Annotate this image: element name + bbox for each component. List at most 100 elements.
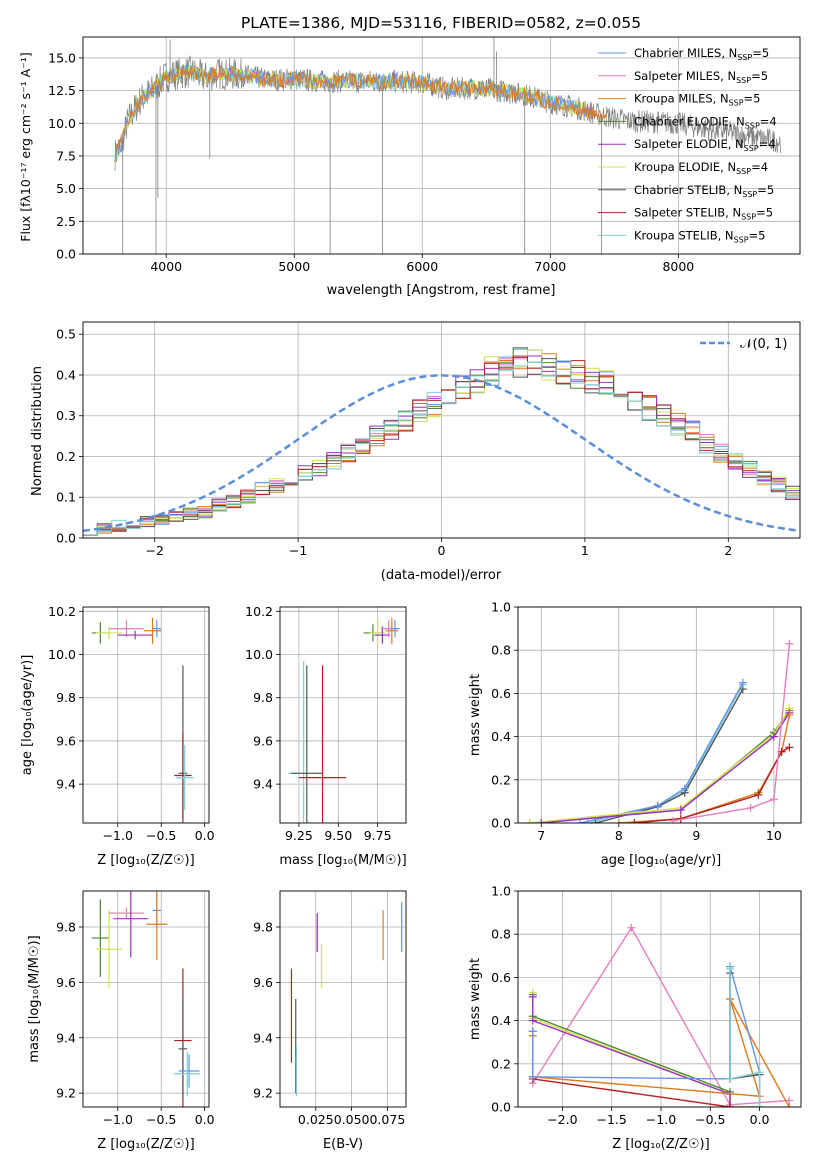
plus-marker [755, 1068, 764, 1077]
mass-weight-vs-age-marks [525, 639, 794, 823]
mass-vs-z-xlabel: Z [log₁₀(Z/Z☉)] [97, 1137, 194, 1152]
x-tick-label: −1.0 [103, 828, 133, 843]
y-tick-label: 9.4 [253, 1030, 273, 1045]
mass-weight-vs-age-panel: 7 8 9 10 0.0 0.2 0.4 0.6 0.8 1.0 age [log₁₀(age/y… [468, 600, 802, 868]
legend-label: Salpeter MILES, NSSP=5 [634, 69, 768, 85]
mass-weight-vs-z-xlabel: Z [log₁₀(Z/Z☉)] [612, 1137, 709, 1152]
plus-marker [528, 1072, 537, 1081]
residuals-ylabel: Normed distribution [30, 366, 45, 496]
x-tick-label: 0.025 [298, 1112, 334, 1127]
plus-marker [726, 1074, 735, 1083]
mass-weight-vs-z-ylabel: mass weight [468, 958, 483, 1040]
age-vs-z-marks [91, 617, 194, 823]
x-tick-label: 8 [615, 828, 623, 843]
x-tick-label: 0.0 [195, 1112, 215, 1127]
plus-marker [785, 1103, 794, 1107]
y-tick-label: 9.6 [253, 733, 273, 748]
legend-label-sub: SSP [729, 99, 744, 108]
series-line-kmiles [618, 714, 791, 823]
error-point [175, 745, 194, 811]
mass-weight-vs-age-xlabel: age [log₁₀(age/yr)] [601, 853, 722, 868]
legend-label-sub: SSP [737, 53, 752, 62]
x-tick-label: −1.0 [646, 1112, 676, 1127]
legend-label-tail: =5 [751, 69, 768, 83]
y-tick-label: 9.6 [253, 975, 273, 990]
y-tick-label: 9.4 [56, 777, 76, 792]
y-tick-label: 9.2 [253, 1086, 273, 1101]
legend-label-tail: =5 [752, 46, 769, 60]
y-tick-label: 5.0 [56, 181, 76, 196]
plus-marker [525, 819, 534, 823]
y-tick-label: 1.0 [491, 884, 511, 899]
series-line-cmiles [579, 682, 744, 823]
y-tick-label: 9.8 [253, 920, 273, 935]
y-tick-label: 10.0 [48, 647, 76, 662]
residuals-marks [83, 347, 800, 536]
y-tick-label: 10.0 [245, 647, 273, 662]
plus-marker [754, 790, 763, 799]
series-line-cstelib [595, 688, 744, 823]
y-tick-label: 0.6 [491, 970, 511, 985]
spectrum-panel: PLATE=1386, MJD=53116, FIBERID=0582, z=0… [18, 14, 801, 298]
x-tick-label: 0.075 [369, 1112, 405, 1127]
spectrum-marks [114, 37, 782, 254]
x-tick-label: 0.050 [334, 1112, 370, 1127]
mass-vs-z-ylabel: mass [log₁₀(M/M☉)] [27, 935, 42, 1062]
error-point [178, 1054, 200, 1088]
legend-label-base: Kroupa STELIB, N [634, 228, 734, 242]
y-tick-label: 9.4 [56, 1030, 76, 1045]
residuals-grid [83, 322, 800, 539]
legend-label: Chabrier MILES, NSSP=5 [634, 46, 769, 62]
legend-label: Kroupa STELIB, NSSP=5 [634, 228, 765, 244]
legend-label-base: Chabrier STELIB, N [634, 183, 742, 197]
error-point [178, 999, 188, 1099]
y-tick-label: 9.8 [56, 920, 76, 935]
mass-vs-z-grid [83, 891, 209, 1107]
x-tick-label: 9 [692, 828, 700, 843]
plus-marker [680, 784, 689, 793]
spectrum-ticks: 4000 5000 6000 7000 8000 0.0 2.5 5.0 7.5 10.0 12.5… [48, 50, 694, 274]
legend-label-base: Chabrier ELODIE, N [634, 114, 745, 128]
plus-marker [676, 806, 685, 815]
mass-vs-ebv-marks [290, 902, 403, 1096]
mass-weight-vs-age-ticks: 7 8 9 10 0.0 0.2 0.4 0.6 0.8 1.0 [491, 600, 782, 844]
y-tick-label: 9.8 [253, 690, 273, 705]
legend-label-sub: SSP [734, 235, 749, 244]
y-tick-label: 15.0 [48, 50, 76, 65]
x-tick-label: −0.5 [146, 1112, 176, 1127]
y-tick-label: 0.4 [491, 729, 511, 744]
age-vs-z-frame [82, 606, 210, 824]
y-tick-label: 0.1 [56, 490, 76, 505]
plus-marker [627, 923, 636, 932]
y-tick-label: 0.5 [56, 327, 76, 342]
x-tick-label: −2 [145, 543, 163, 558]
x-tick-label: 8000 [662, 259, 694, 274]
x-tick-label: 7 [537, 828, 545, 843]
series-line-selodie [532, 996, 731, 1107]
legend-label: Kroupa ELODIE, NSSP=4 [634, 160, 768, 176]
mass-vs-ebv-frame [279, 890, 407, 1108]
y-tick-label: 1.0 [491, 600, 511, 615]
spectrum-frame [82, 36, 801, 255]
y-tick-label: 0.3 [56, 408, 76, 423]
mass-vs-ebv-panel: 0.025 0.050 0.075 9.2 9.4 9.6 9.8 E(B-V) [253, 890, 407, 1152]
error-point [152, 619, 162, 638]
x-tick-label: −2.0 [547, 1112, 577, 1127]
error-point [113, 891, 149, 958]
plus-marker [785, 639, 794, 648]
y-tick-label: 12.5 [48, 83, 76, 98]
error-point [291, 665, 323, 823]
error-point [369, 619, 386, 646]
legend-label: Kroupa MILES, NSSP=5 [634, 92, 760, 108]
y-tick-label: 0.8 [491, 927, 511, 942]
mass-weight-vs-age-frame [517, 606, 802, 824]
y-tick-label: 0.6 [491, 686, 511, 701]
plus-marker [755, 1103, 764, 1107]
model-spectrum-kmiles [114, 65, 608, 163]
y-tick-label: 0.4 [491, 1013, 511, 1028]
x-tick-label: 0.0 [195, 828, 215, 843]
plus-marker [769, 732, 778, 741]
legend-label-base: Salpeter ELODIE, N [634, 137, 744, 151]
error-point [174, 1051, 201, 1096]
legend-label-sub: SSP [736, 76, 751, 85]
